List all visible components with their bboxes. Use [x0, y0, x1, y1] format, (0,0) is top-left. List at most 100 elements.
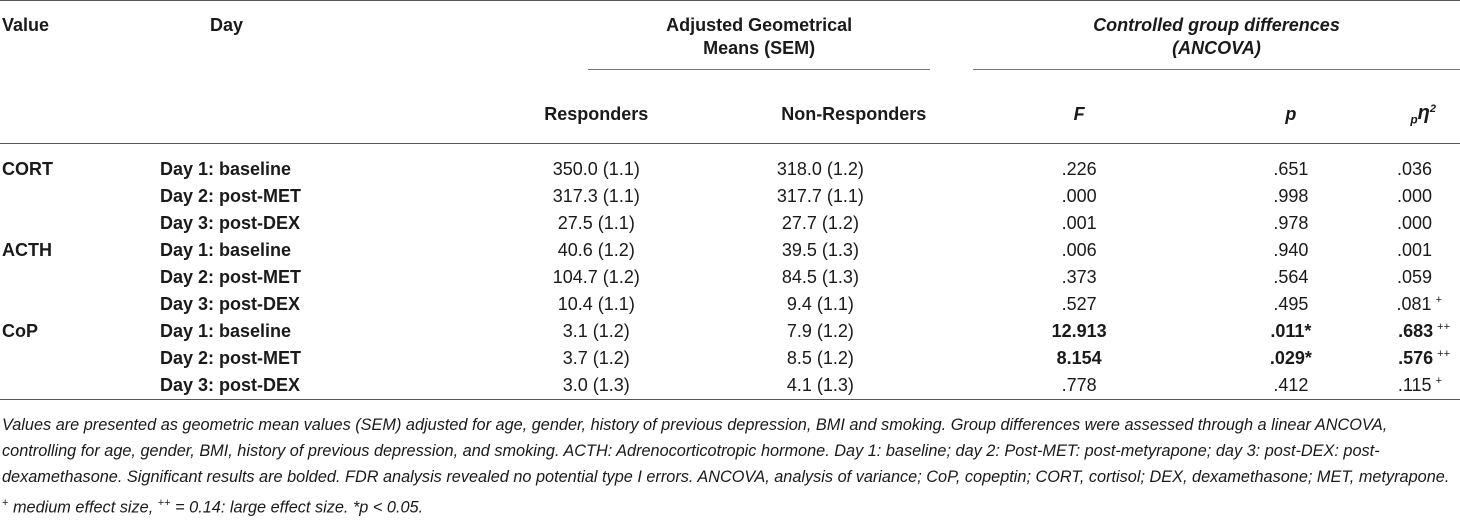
cell-group: [0, 345, 160, 372]
cell-non-responders: 318.0 (1.2): [776, 159, 864, 179]
cell-responders: 3.0 (1.3): [562, 375, 630, 395]
table-row: CORT Day 1: baseline 350.0 (1.1) 318.0 (1.2…: [0, 144, 1460, 183]
cell-non-responders: 8.5 (1.2): [786, 348, 854, 368]
header-p: p: [1285, 103, 1297, 124]
table-row: Day 3: post-DEX 3.0 (1.3) 4.1 (1.3) .778 .41…: [0, 372, 1460, 400]
header-controlled-differences: Controlled group differences (ANCOVA): [973, 1, 1460, 85]
footnote-mark-plus: +: [2, 497, 9, 509]
eta-value: .115: [1397, 375, 1432, 395]
cell-non-responders: 4.1 (1.3): [786, 375, 854, 395]
header-controlled-line1: Controlled group differences: [1093, 15, 1340, 35]
header-adjusted-line1: Adjusted Geometrical: [666, 15, 853, 35]
eta-value: .001: [1396, 240, 1432, 260]
eta-value: .059: [1396, 267, 1432, 287]
table-row: ACTH Day 1: baseline 40.6 (1.2) 39.5 (1.3).…: [0, 237, 1460, 264]
eta-subscript: p: [1410, 112, 1418, 127]
eta-symbol: η: [1417, 101, 1430, 124]
cell-non-responders: 317.7 (1.1): [776, 186, 864, 206]
effect-size-mark: +: [1435, 294, 1442, 306]
cell-day: Day 2: post-MET: [159, 348, 301, 368]
cell-eta: .001: [1397, 237, 1460, 264]
cell-eta: .081 +: [1397, 291, 1460, 318]
cell-responders: 10.4 (1.1): [557, 294, 635, 314]
cell-group: CoP: [2, 321, 38, 341]
header-adjusted-means: Adjusted Geometrical Means (SEM): [482, 1, 931, 85]
table-row: CoP Day 1: baseline 3.1 (1.2) 7.9 (1.2) 12.9…: [0, 318, 1460, 345]
cell-f: .001: [1061, 213, 1097, 233]
table-row: Day 3: post-DEX 27.5 (1.1) 27.7 (1.2) .001.…: [0, 210, 1460, 237]
cell-group: [0, 291, 160, 318]
cell-f: 8.154: [1056, 348, 1102, 368]
effect-size-mark: +: [1435, 375, 1442, 387]
cell-gap: [930, 210, 973, 237]
header-day: Day: [209, 15, 243, 35]
cell-day: Day 2: post-MET: [159, 186, 301, 206]
cell-non-responders: 84.5 (1.3): [781, 267, 859, 287]
cell-p: .978: [1273, 213, 1309, 233]
cell-non-responders: 27.7 (1.2): [781, 213, 859, 233]
header-partial-eta-squared: pη2: [1397, 85, 1460, 144]
header-adjusted-line2: Means (SEM): [703, 38, 816, 58]
cell-gap: [930, 264, 973, 291]
cell-responders: 40.6 (1.2): [557, 240, 635, 260]
cell-gap: [930, 291, 973, 318]
cell-eta: .000: [1397, 210, 1460, 237]
cell-f: 12.913: [1051, 321, 1107, 341]
header-controlled-line2: (ANCOVA): [1172, 38, 1261, 58]
results-table: Value Day Adjusted Geometrical Means (SE…: [0, 0, 1460, 400]
header-value: Value: [2, 15, 50, 35]
table-row: Day 2: post-MET 104.7 (1.2) 84.5 (1.3) .373…: [0, 264, 1460, 291]
cell-gap: [930, 144, 973, 183]
cell-non-responders: 39.5 (1.3): [781, 240, 859, 260]
cell-f: .000: [1061, 186, 1097, 206]
cell-p: .011*: [1270, 321, 1312, 341]
cell-gap: [930, 345, 973, 372]
cell-f: .226: [1061, 159, 1097, 179]
cell-p: .495: [1273, 294, 1309, 314]
cell-p: .940: [1273, 240, 1309, 260]
eta-superscript: 2: [1429, 102, 1436, 115]
cell-day: Day 3: post-DEX: [159, 375, 300, 395]
cell-group: CORT: [2, 159, 53, 179]
cell-group: [0, 372, 160, 400]
eta-value: .576: [1398, 348, 1434, 368]
eta-value: .000: [1396, 213, 1432, 233]
table-footnote: Values are presented as geometric mean v…: [2, 412, 1458, 520]
cell-eta: .683 ++: [1397, 318, 1460, 345]
cell-responders: 3.1 (1.2): [562, 321, 630, 341]
cell-group: [0, 210, 160, 237]
cell-gap: [930, 372, 973, 400]
table-row: Day 2: post-MET 3.7 (1.2) 8.5 (1.2) 8.154 .0…: [0, 345, 1460, 372]
cell-eta: .576 ++: [1397, 345, 1460, 372]
footnote-mark1-text: medium effect size,: [8, 498, 158, 517]
cell-responders: 317.3 (1.1): [552, 186, 640, 206]
cell-eta: .000: [1397, 183, 1460, 210]
cell-f: .373: [1061, 267, 1097, 287]
cell-responders: 3.7 (1.2): [562, 348, 630, 368]
cell-day: Day 1: baseline: [159, 240, 292, 260]
cell-non-responders: 7.9 (1.2): [786, 321, 854, 341]
cell-gap: [930, 318, 973, 345]
header-non-responders: Non-Responders: [781, 103, 927, 124]
effect-size-mark: ++: [1437, 348, 1450, 360]
cell-responders: 104.7 (1.2): [552, 267, 640, 287]
cell-responders: 27.5 (1.1): [557, 213, 635, 233]
cell-f: .527: [1061, 294, 1097, 314]
header-f: F: [1073, 103, 1085, 124]
cell-responders: 350.0 (1.1): [552, 159, 640, 179]
footnote-text: Values are presented as geometric mean v…: [2, 416, 1450, 486]
cell-day: Day 3: post-DEX: [159, 294, 300, 314]
footnote-mark2-text: = 0.14: large effect size. *p < 0.05.: [170, 498, 424, 517]
cell-group: [0, 264, 160, 291]
cell-eta: .059: [1397, 264, 1460, 291]
cell-gap: [930, 237, 973, 264]
effect-size-mark: ++: [1437, 321, 1450, 333]
table-body: CORT Day 1: baseline 350.0 (1.1) 318.0 (1.2…: [0, 144, 1460, 400]
cell-p: .029*: [1269, 348, 1312, 368]
eta-value: .683: [1398, 321, 1434, 341]
cell-day: Day 1: baseline: [159, 159, 292, 179]
cell-day: Day 2: post-MET: [159, 267, 301, 287]
cell-group: ACTH: [2, 240, 52, 260]
cell-non-responders: 9.4 (1.1): [786, 294, 854, 314]
eta-value: .081: [1396, 294, 1432, 314]
